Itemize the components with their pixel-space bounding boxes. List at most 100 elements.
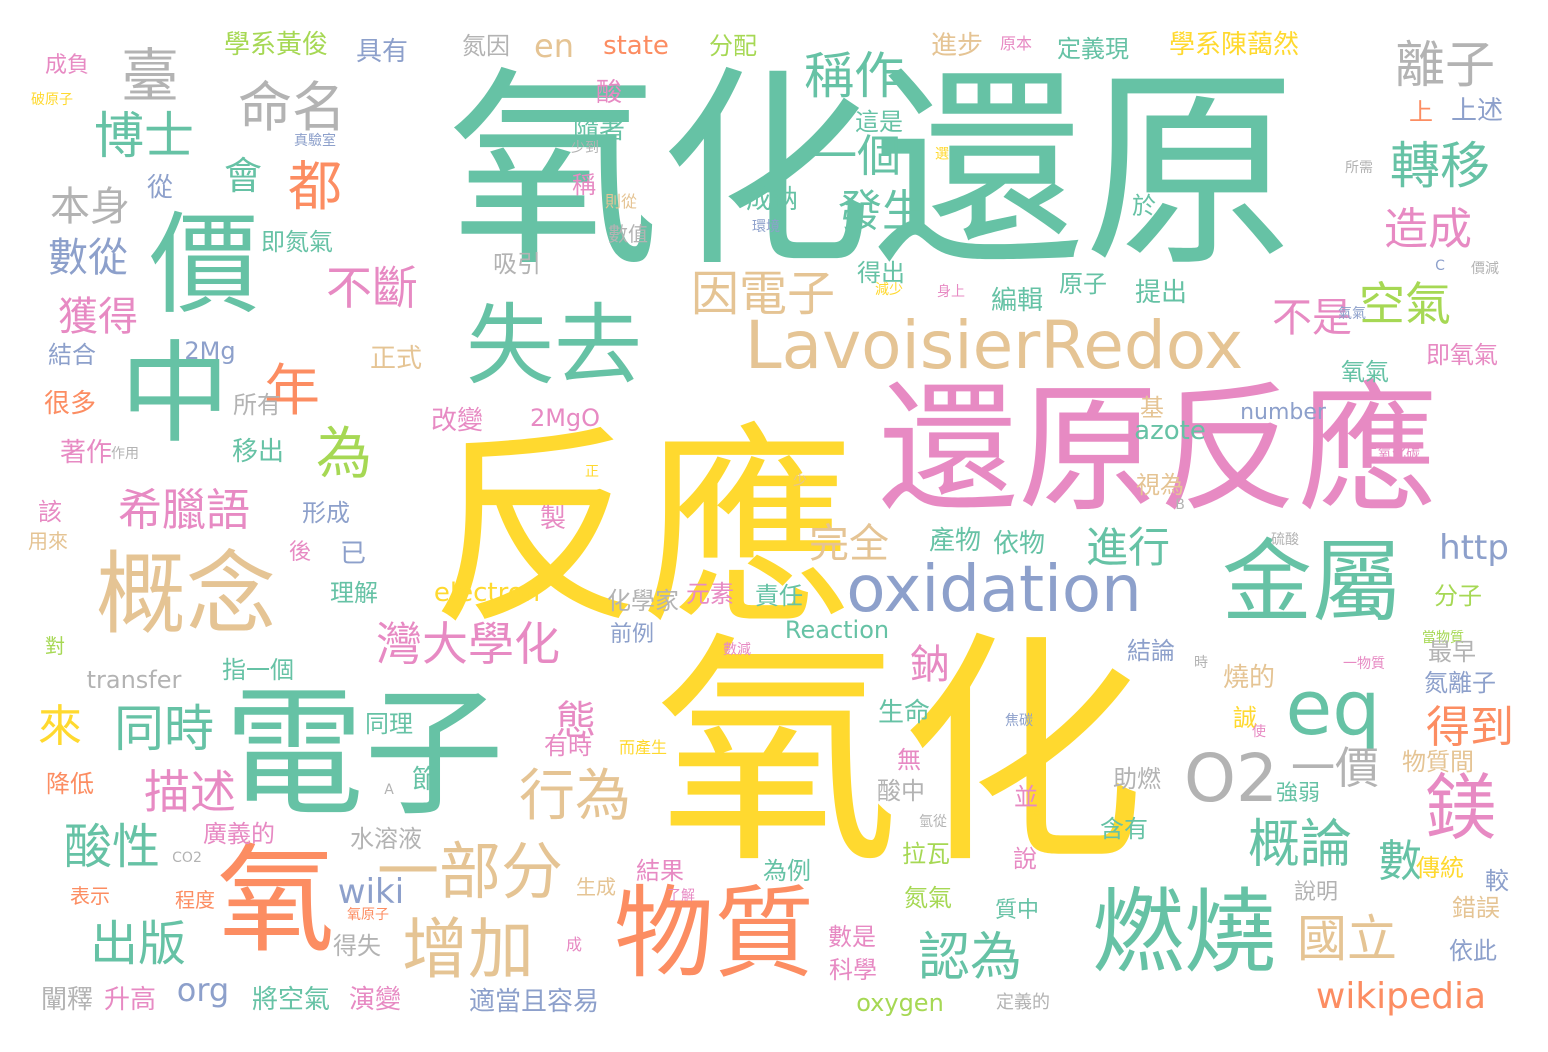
cloud-word-54: 本身 (50, 184, 130, 230)
cloud-word-140: Reaction (784, 616, 890, 644)
cloud-word-13: 失去 (465, 294, 643, 397)
cloud-word-57: 會 (223, 154, 263, 198)
cloud-word-19: 一部分 (376, 835, 564, 908)
cloud-word-162: 助燃 (1113, 765, 1161, 793)
cloud-word-65: 學系黃俊 (223, 30, 329, 60)
cloud-word-156: 而產生 (618, 738, 668, 757)
cloud-word-152: 同理 (365, 710, 413, 738)
cloud-word-113: azote (1134, 416, 1206, 446)
cloud-word-9: 物質 (614, 875, 814, 992)
cloud-word-88: 環境 (752, 219, 780, 235)
cloud-word-132: electron (433, 578, 541, 608)
cloud-word-53: 一價 (1291, 743, 1379, 794)
cloud-word-131: 理解 (330, 579, 378, 607)
cloud-word-106: 即氧氣 (1426, 341, 1498, 369)
cloud-word-83: 上述 (1450, 96, 1504, 126)
cloud-word-34: 空氣 (1359, 277, 1451, 331)
cloud-word-178: 表示 (70, 884, 110, 908)
cloud-word-75: 從 (146, 173, 174, 203)
cloud-word-159: 降低 (46, 770, 94, 798)
cloud-word-95: 身上 (937, 284, 965, 300)
cloud-word-177: 較 (1485, 867, 1509, 895)
cloud-word-183: 說明 (1293, 880, 1339, 905)
cloud-word-86: 則從 (604, 192, 638, 211)
cloud-word-79: 隨著 (572, 115, 626, 145)
cloud-word-68: 分配 (709, 32, 757, 60)
cloud-word-138: 前例 (609, 622, 655, 647)
cloud-word-130: 硫酸 (1271, 532, 1299, 548)
cloud-word-77: 少到 (571, 140, 599, 156)
cloud-word-197: 適當且容易 (468, 987, 600, 1017)
cloud-word-102: 結合 (48, 341, 96, 369)
cloud-word-99: C (1435, 258, 1445, 274)
cloud-word-15: oxidation (846, 553, 1142, 627)
cloud-word-173: 說 (1013, 845, 1037, 873)
cloud-word-10: 燃燒 (1091, 879, 1277, 986)
cloud-word-84: 所需 (1345, 160, 1373, 176)
cloud-word-46: 出版 (89, 916, 187, 972)
cloud-word-109: 改變 (430, 406, 484, 436)
cloud-word-187: 得失 (333, 932, 381, 960)
cloud-word-115: 著作 (59, 438, 113, 468)
cloud-word-21: 鎂 (1424, 766, 1498, 850)
cloud-word-59: 態 (556, 698, 596, 744)
cloud-word-48: 概論 (1247, 815, 1353, 875)
cloud-word-180: 生成 (576, 875, 616, 899)
cloud-word-30: 都 (288, 155, 342, 218)
cloud-word-157: 無 (897, 746, 921, 774)
cloud-word-128: 產物 (928, 526, 982, 556)
cloud-word-96: 編輯 (990, 286, 1044, 316)
cloud-word-36: 發生 (838, 186, 926, 237)
cloud-word-26: 離子 (1395, 36, 1495, 94)
cloud-word-87: 成鈉 (745, 185, 799, 215)
cloud-word-124: 形成 (302, 499, 350, 527)
cloud-word-150: 生命 (877, 698, 931, 728)
cloud-word-155: 有時 (544, 732, 592, 760)
cloud-word-154: 使 (1252, 724, 1266, 740)
cloud-word-139: 數減 (723, 642, 751, 658)
cloud-word-71: 定義現 (1057, 35, 1129, 63)
cloud-word-189: 數是 (828, 923, 876, 951)
cloud-word-169: 水溶液 (350, 825, 422, 853)
cloud-word-42: 灣大學化 (376, 617, 560, 671)
cloud-word-164: 並 (1014, 783, 1038, 811)
cloud-word-20: 行為 (519, 764, 631, 829)
cloud-word-24: 博士 (94, 107, 194, 165)
cloud-word-81: 這是 (855, 108, 903, 136)
cloud-word-17: O2 (1184, 740, 1278, 817)
cloud-word-112: number (1240, 400, 1326, 425)
cloud-word-120: 視為 (1136, 471, 1184, 499)
cloud-word-25: 稱作 (804, 47, 904, 105)
cloud-word-85: 選 (933, 146, 949, 160)
cloud-word-129: 依物 (992, 529, 1046, 559)
cloud-word-174: 結果 (636, 857, 684, 885)
cloud-word-72: 學系陳藹然 (1168, 30, 1300, 60)
cloud-word-149: 氮離子 (1424, 669, 1496, 697)
cloud-word-166: 廣義的 (203, 820, 275, 848)
cloud-word-43: 同時 (114, 700, 214, 758)
cloud-word-31: 希臘語 (118, 485, 250, 536)
cloud-word-51: 得到 (1426, 702, 1514, 753)
cloud-word-90: 數值 (608, 222, 648, 246)
cloud-word-37: 造成 (1384, 204, 1472, 255)
cloud-word-193: 科學 (829, 956, 877, 984)
cloud-word-14: LavoisierRedox (744, 307, 1244, 384)
cloud-word-41: 完全 (809, 521, 889, 567)
cloud-word-94: 減少 (875, 282, 903, 298)
cloud-word-188: 成 (565, 935, 583, 954)
cloud-word-73: 成負 (44, 53, 90, 78)
cloud-word-165: 強弱 (1275, 781, 1321, 806)
cloud-word-56: 獲得 (58, 294, 138, 340)
cloud-word-137: 對 (45, 634, 65, 658)
cloud-word-16: eq (1285, 663, 1381, 752)
cloud-word-89: 於 (1132, 192, 1156, 220)
cloud-word-39: 進行 (1085, 523, 1171, 572)
cloud-word-7: 電子 (223, 673, 505, 836)
cloud-word-80: 稱 (572, 171, 596, 199)
cloud-word-194: 將空氣 (251, 985, 331, 1015)
cloud-word-191: 闡釋 (40, 985, 94, 1015)
cloud-word-136: 分子 (1434, 582, 1482, 610)
cloud-word-67: 氮因 (462, 32, 510, 60)
cloud-word-104: 正式 (369, 344, 423, 374)
